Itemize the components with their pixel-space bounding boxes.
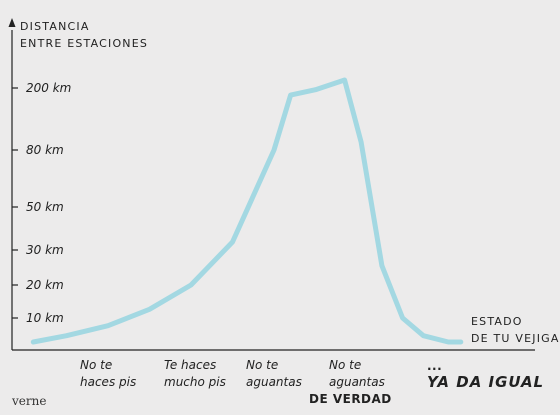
x-category-label: No te <box>246 358 278 372</box>
series-group <box>30 77 464 345</box>
x-axis-title-line-2: DE TU VEJIGA <box>471 332 560 345</box>
series-line <box>30 77 464 345</box>
y-tick-label: 20 km <box>26 278 64 292</box>
y-axis-title-line-2: ENTRE ESTACIONES <box>20 37 148 50</box>
y-tick-label: 80 km <box>26 143 64 157</box>
y-tick-label: 10 km <box>26 311 64 325</box>
x-category-label: aguantas <box>246 375 302 389</box>
y-axis-title-line-1: DISTANCIA <box>20 20 90 33</box>
x-category-emphasis: DE VERDAD <box>309 392 392 406</box>
y-ticks: 10 km 20 km 30 km 50 km 80 km 200 km <box>12 81 71 325</box>
x-category-label: haces pis <box>80 375 136 389</box>
x-category-label: No te <box>80 358 112 372</box>
x-category-label: YA DA IGUAL <box>427 373 544 391</box>
y-axis-arrow-icon <box>8 18 16 27</box>
x-axis-title: ESTADO DE TU VEJIGA <box>471 315 560 345</box>
x-category-prefix: ... <box>427 359 442 373</box>
y-axis <box>8 18 16 350</box>
y-tick-label: 50 km <box>26 200 64 214</box>
x-category-label: mucho pis <box>164 375 226 389</box>
y-tick-label: 200 km <box>26 81 71 95</box>
brand-logo: verne <box>11 394 46 408</box>
x-axis-title-line-1: ESTADO <box>471 315 523 328</box>
x-ticks: No te haces pis Te haces mucho pis No te agua… <box>80 358 544 406</box>
y-axis-title: DISTANCIA ENTRE ESTACIONES <box>20 20 148 50</box>
x-category-label: Te haces <box>164 358 216 372</box>
x-category-label: aguantas <box>329 375 385 389</box>
x-category-label: No te <box>329 358 361 372</box>
y-tick-label: 30 km <box>26 243 64 257</box>
